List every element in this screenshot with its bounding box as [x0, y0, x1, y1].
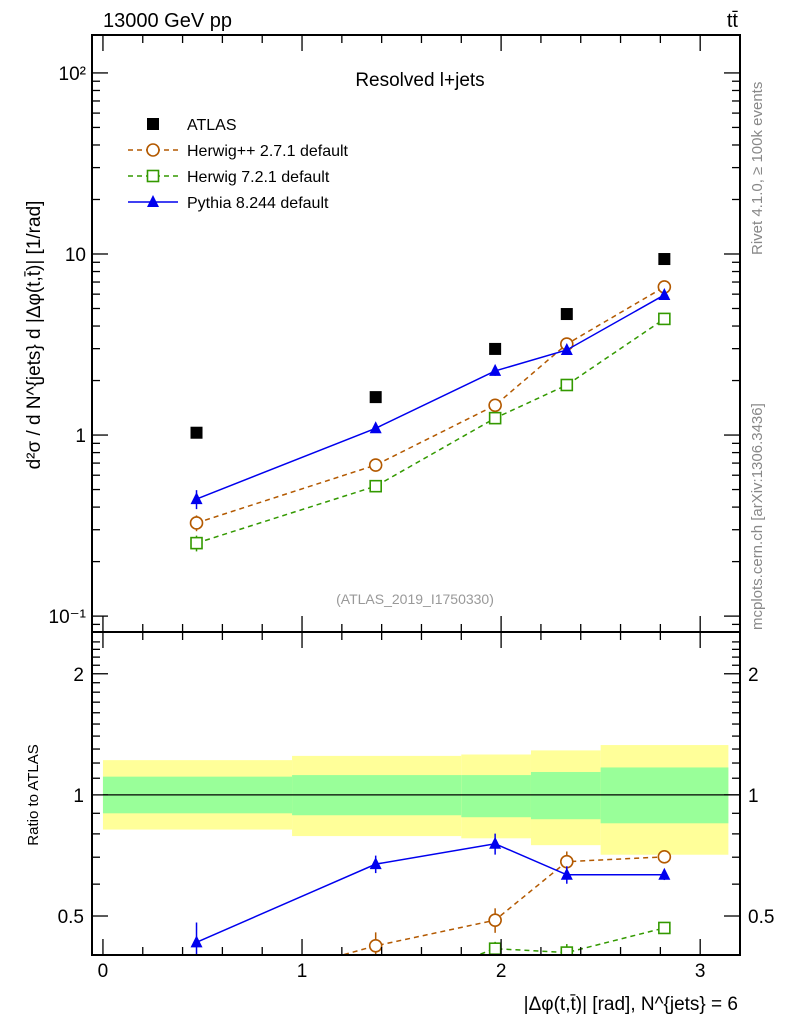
legend-label: Herwig++ 2.7.1 default	[187, 143, 349, 160]
herwig-ratio-point	[560, 946, 574, 955]
herwig-ratio-point	[191, 989, 203, 1001]
x-axis-label: |Δφ(t,t̄)| [rad], N^{jets} = 6	[524, 994, 738, 1015]
herwig-line	[196, 286, 665, 524]
chart-title: Resolved l+jets	[355, 70, 484, 91]
atlas-data-point	[369, 391, 382, 404]
analysis-id: (ATLAS_2019_I1750330)	[336, 591, 494, 607]
herwig-point	[488, 398, 502, 413]
atlas-data-point	[560, 308, 573, 321]
herwig-ratio-point	[657, 850, 672, 864]
herwig-point	[560, 378, 574, 392]
ratio-panel-frame	[91, 631, 741, 956]
herwig-ratio-point	[488, 913, 502, 927]
herwig-point	[190, 536, 203, 550]
ratio-tick-label: 2	[73, 665, 84, 686]
pythia-point	[658, 287, 671, 300]
pythia-ratio-point	[489, 836, 502, 849]
y-tick-label: 10	[65, 245, 86, 266]
herwig-point	[488, 411, 502, 425]
atlas-data-point	[190, 426, 203, 439]
legend-marker	[146, 169, 160, 183]
herwig-ratio-line	[339, 856, 665, 955]
energy-label: 13000 GeV pp	[103, 10, 232, 32]
y-tick-label: 10²	[59, 64, 86, 85]
herwig-ratio-point	[488, 942, 502, 955]
y-tick-label: 1	[75, 426, 86, 447]
rivet-label: Rivet 4.1.0, ≥ 100k events	[749, 82, 766, 255]
herwig-ratio-line	[475, 927, 665, 955]
legend-label: Herwig 7.2.1 default	[187, 169, 330, 186]
pythia-ratio-point	[658, 867, 671, 880]
pythia-point	[489, 363, 502, 376]
pythia-point	[560, 342, 573, 355]
pythia-ratio-line	[196, 843, 665, 944]
ratio-tick-label-right: 0.5	[748, 907, 774, 928]
ratio-tick-label: 1	[73, 786, 84, 807]
legend-marker	[146, 143, 160, 157]
ratio-tick-label-right: 2	[748, 665, 759, 686]
herwig-point	[189, 516, 204, 530]
pythia-point	[369, 421, 382, 434]
legend-atlas-label: ATLAS	[187, 117, 237, 134]
x-tick-label: 2	[496, 961, 507, 982]
herwig-ratio-point	[370, 987, 381, 998]
herwig-point	[658, 312, 671, 326]
herwig-ratio-point	[560, 854, 574, 869]
pythia-ratio-point	[560, 867, 573, 880]
mcplots-label: mcplots.cern.ch [arXiv:1306.3436]	[749, 403, 766, 630]
y-tick-label: 10⁻¹	[49, 607, 87, 628]
y-axis-label: d²σ / d N^{jets} d |Δφ(t,t̄)| [1/rad]	[24, 201, 45, 470]
ratio-y-axis-label: Ratio to ATLAS	[25, 744, 42, 845]
ratio-tick-label: 0.5	[58, 907, 84, 928]
x-tick-label: 3	[695, 961, 706, 982]
process-label: tt̄	[727, 10, 739, 32]
x-tick-label: 1	[297, 961, 308, 982]
legend-label: Pythia 8.244 default	[187, 195, 329, 212]
pythia-line	[196, 294, 665, 500]
pythia-ratio-point	[190, 935, 203, 948]
ratio-band-stat	[530, 771, 601, 820]
herwig-ratio-point	[658, 921, 671, 935]
ratio-series-group	[190, 833, 672, 1001]
legend-atlas-marker	[147, 118, 159, 130]
pythia-ratio-point	[369, 857, 382, 870]
ratio-band-stat	[461, 775, 531, 818]
ratio-tick-label-right: 1	[748, 786, 759, 807]
x-tick-label: 0	[98, 961, 109, 982]
herwig-point	[369, 479, 382, 493]
atlas-data-point	[489, 342, 502, 355]
herwig-point	[368, 458, 383, 472]
atlas-data-point	[658, 253, 671, 266]
pythia-point	[190, 492, 203, 505]
herwig-ratio-point	[368, 939, 383, 953]
legend-marker	[147, 195, 159, 207]
herwig-line	[196, 318, 665, 544]
